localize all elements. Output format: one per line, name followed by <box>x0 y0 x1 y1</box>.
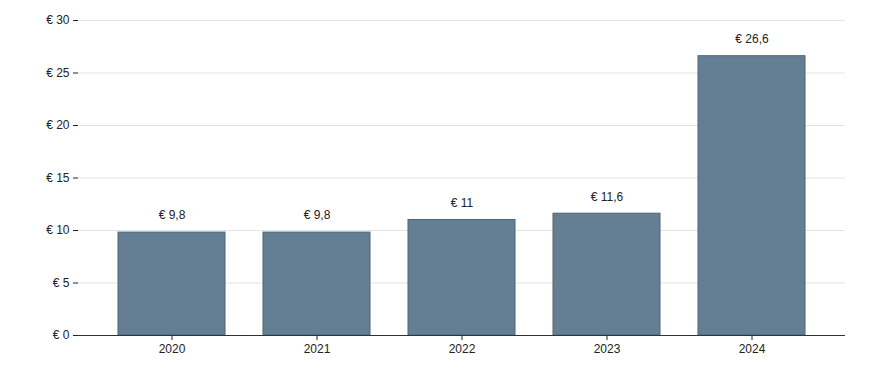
svg-text:€ 9,8: € 9,8 <box>304 208 331 222</box>
svg-text:€ 11,6: € 11,6 <box>591 190 624 204</box>
svg-text:€ 20: € 20 <box>46 118 70 132</box>
svg-text:2021: 2021 <box>304 342 331 356</box>
html-text:(c) Trivano.com: (c) Trivano.com <box>804 1 880 13</box>
svg-text:€ 25: € 25 <box>46 66 70 80</box>
svg-text:€ 0: € 0 <box>53 328 70 342</box>
svg-text:€ 26,6: € 26,6 <box>735 32 769 46</box>
svg-text:2022: 2022 <box>449 342 476 356</box>
svg-text:2023: 2023 <box>594 342 621 356</box>
svg-text:€ 15: € 15 <box>46 171 70 185</box>
svg-text:€ 10: € 10 <box>46 223 70 237</box>
svg-text:2020: 2020 <box>159 342 186 356</box>
svg-text:€ 11: € 11 <box>451 196 474 210</box>
svg-text:€ 9,8: € 9,8 <box>159 208 186 222</box>
svg-text:€ 30: € 30 <box>46 13 70 27</box>
svg-text:€ 5: € 5 <box>53 276 70 290</box>
svg-text:2024: 2024 <box>739 342 766 356</box>
